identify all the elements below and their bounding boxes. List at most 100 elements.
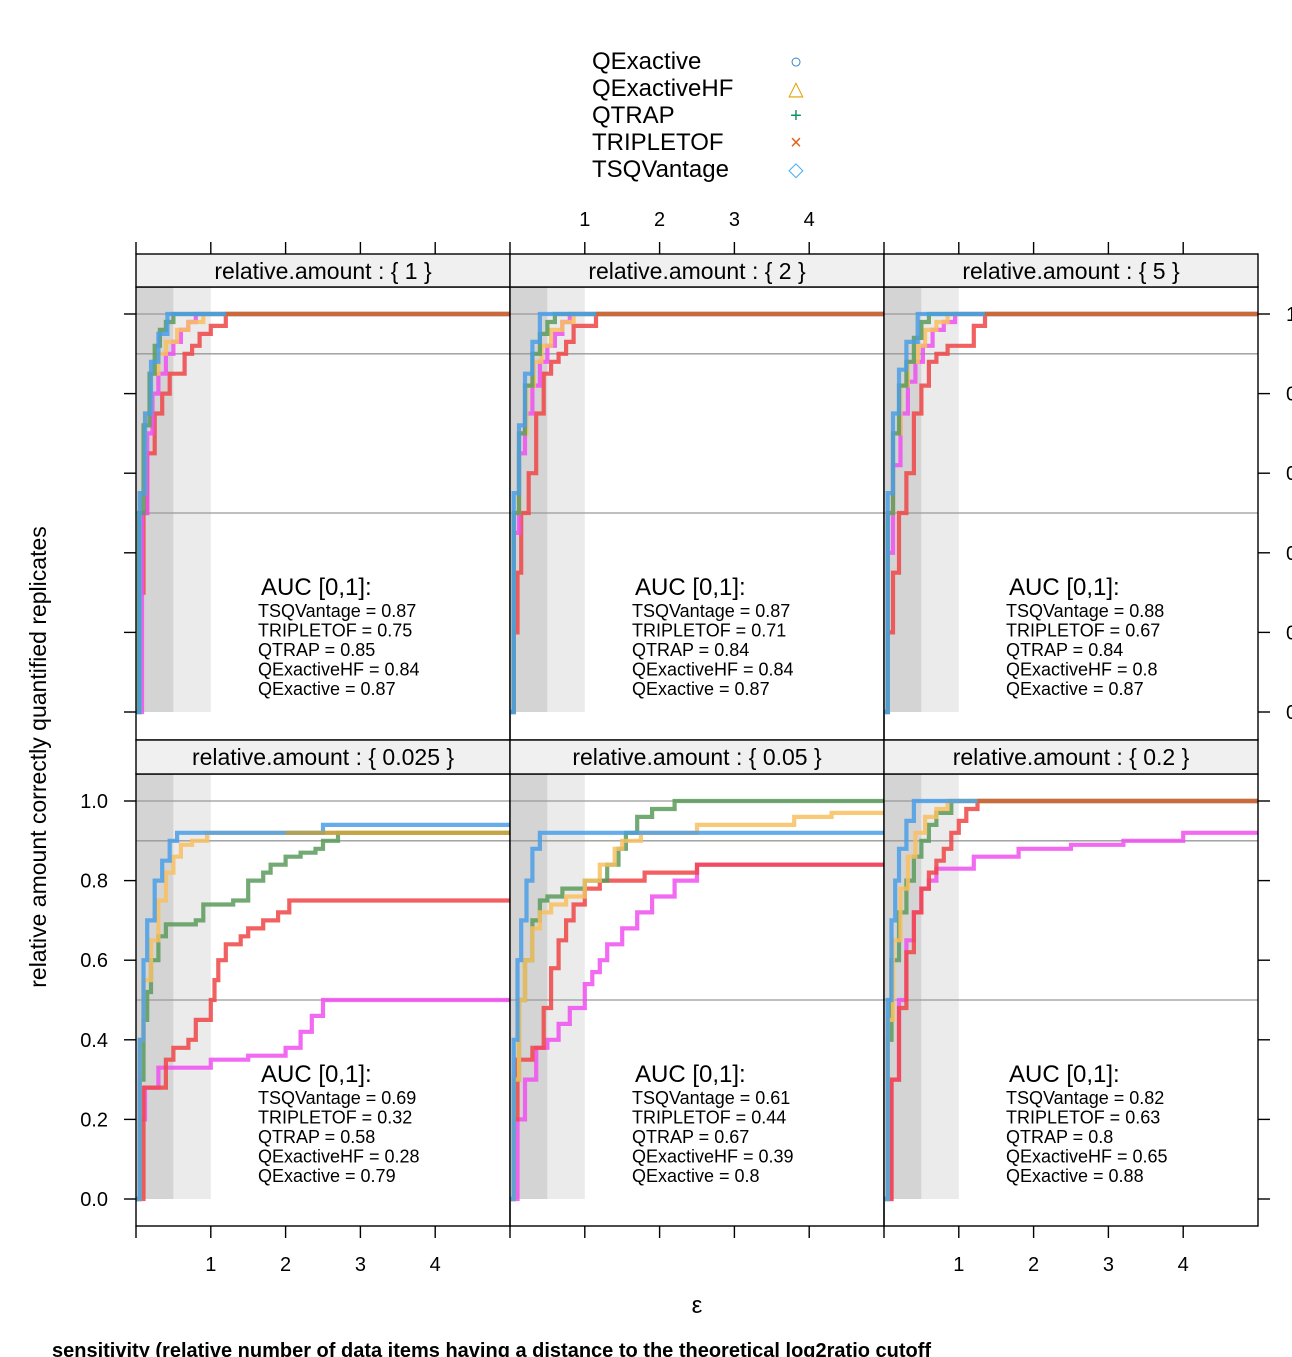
top-x-axis: 1 2 3 4 <box>135 209 1184 254</box>
left-tick-label: 0.8 <box>80 871 108 893</box>
series-group <box>510 311 884 715</box>
legend-label: QExactive <box>592 48 701 75</box>
chart-caption: sensitivity (relative number of data ite… <box>52 1340 931 1357</box>
auc-line: TSQVantage = 0.69 <box>258 1088 416 1108</box>
auc-line: QTRAP = 0.84 <box>1006 640 1123 660</box>
bottom-tick-label: 4 <box>1178 1254 1189 1276</box>
shaded-band-light <box>921 287 959 712</box>
top-tick-label: 2 <box>654 209 665 231</box>
bottom-tick-label: 3 <box>1103 1254 1114 1276</box>
strip-label: relative.amount : { 0.2 } <box>953 744 1190 770</box>
auc-line: TSQVantage = 0.87 <box>632 601 790 621</box>
x-axis-label: ε <box>692 1292 703 1319</box>
series-line <box>884 798 1258 1202</box>
auc-line: TRIPLETOF = 0.75 <box>258 621 412 641</box>
strip-background <box>883 253 1259 288</box>
left-y-axis: 0.0 0.2 0.4 0.6 0.8 1.0 <box>80 313 136 1211</box>
auc-line: QExactive = 0.79 <box>258 1166 396 1186</box>
strip-label: relative.amount : { 2 } <box>588 258 806 284</box>
auc-line: QTRAP = 0.85 <box>258 640 375 660</box>
series-line <box>136 822 510 1202</box>
series-line <box>136 830 510 1202</box>
right-tick-label: 0.8 <box>1286 384 1292 406</box>
top-tick-label: 1 <box>579 209 590 231</box>
strip-label: relative.amount : { 5 } <box>962 258 1180 284</box>
panels: relative.amount : { 1 }AUC [0,1]:TSQVant… <box>135 253 1259 1227</box>
right-tick-label: 0.6 <box>1286 463 1292 485</box>
strip-background <box>883 739 1259 775</box>
series-line <box>884 311 1258 715</box>
auc-line: QExactive = 0.8 <box>632 1166 760 1186</box>
series-line <box>510 862 884 1202</box>
auc-line: QExactiveHF = 0.8 <box>1006 660 1158 680</box>
auc-line: QExactiveHF = 0.65 <box>1006 1147 1168 1167</box>
series-group <box>884 798 1258 1202</box>
auc-line: QExactive = 0.87 <box>632 679 770 699</box>
legend-label: TSQVantage <box>592 156 729 183</box>
panel: relative.amount : { 0.025 } AUC [0,1]:TSQ… <box>135 739 511 1227</box>
auc-line: QExactive = 0.87 <box>1006 679 1144 699</box>
auc-title: AUC [0,1]: <box>1009 1061 1120 1088</box>
shaded-band-light <box>547 287 585 712</box>
auc-line: QTRAP = 0.67 <box>632 1127 749 1147</box>
left-tick-label: 0.0 <box>80 1189 108 1211</box>
legend-symbol: ◇ <box>788 159 804 181</box>
strip-background <box>135 739 511 775</box>
legend-label: QExactiveHF <box>592 75 733 102</box>
strip-label: relative.amount : { 1 } <box>214 258 432 284</box>
auc-line: QExactive = 0.87 <box>258 679 396 699</box>
series-group <box>510 798 884 1202</box>
left-tick-label: 0.2 <box>80 1109 108 1131</box>
series-line <box>510 311 884 715</box>
series-line <box>510 810 884 1202</box>
strip-background <box>135 253 511 288</box>
panel: relative.amount : { 0.05 } AUC [0,1]:TSQV… <box>509 739 885 1227</box>
panel: relative.amount : { 2 } AUC [0,1]:TSQVant… <box>509 253 885 741</box>
auc-line: QExactiveHF = 0.84 <box>632 660 794 680</box>
right-y-axis: 0.0 0.2 0.4 0.6 0.8 1.0 <box>1258 304 1292 1200</box>
auc-line: TSQVantage = 0.61 <box>632 1088 790 1108</box>
auc-title: AUC [0,1]: <box>635 1061 746 1088</box>
bottom-x-axis: 1 2 3 4 1 2 3 4 <box>135 1226 1189 1276</box>
right-tick-label: 0.2 <box>1286 622 1292 644</box>
right-tick-label: 0.4 <box>1286 543 1292 565</box>
strip-background <box>509 253 885 288</box>
bottom-tick-label: 2 <box>1028 1254 1039 1276</box>
auc-line: QExactiveHF = 0.39 <box>632 1147 794 1167</box>
series-line <box>884 798 1258 1202</box>
auc-line: TRIPLETOF = 0.63 <box>1006 1108 1160 1128</box>
auc-line: QTRAP = 0.84 <box>632 640 749 660</box>
auc-line: TSQVantage = 0.82 <box>1006 1088 1164 1108</box>
series-group <box>884 311 1258 715</box>
auc-title: AUC [0,1]: <box>635 574 746 601</box>
auc-line: TRIPLETOF = 0.67 <box>1006 621 1160 641</box>
auc-line: QExactive = 0.88 <box>1006 1166 1144 1186</box>
series-group <box>136 311 510 715</box>
legend-label: QTRAP <box>592 102 675 129</box>
auc-line: TSQVantage = 0.88 <box>1006 601 1164 621</box>
top-tick-label: 4 <box>804 209 815 231</box>
right-tick-label: 0.0 <box>1286 702 1292 724</box>
bottom-tick-label: 4 <box>430 1254 441 1276</box>
left-tick-label: 1.0 <box>80 791 108 813</box>
legend: QExactive ○ QExactiveHF △ QTRAP + TRIPLETOF × TS… <box>592 48 804 183</box>
left-tick-label: 0.6 <box>80 950 108 972</box>
series-line <box>884 798 1258 1202</box>
panel: relative.amount : { 1 } AUC [0,1]:TSQVant… <box>135 253 511 741</box>
strip-label: relative.amount : { 0.025 } <box>192 744 454 770</box>
bottom-tick-label: 3 <box>355 1254 366 1276</box>
legend-label: TRIPLETOF <box>592 129 724 156</box>
auc-line: TRIPLETOF = 0.44 <box>632 1108 786 1128</box>
auc-title: AUC [0,1]: <box>261 1061 372 1088</box>
auc-line: QExactiveHF = 0.28 <box>258 1147 420 1167</box>
auc-line: TRIPLETOF = 0.32 <box>258 1108 412 1128</box>
auc-title: AUC [0,1]: <box>261 574 372 601</box>
series-line <box>136 311 510 715</box>
panel: relative.amount : { 0.2 } AUC [0,1]:TSQVa… <box>883 739 1259 1227</box>
legend-symbol: + <box>790 105 802 127</box>
auc-line: QExactiveHF = 0.84 <box>258 660 420 680</box>
series-line <box>510 830 884 1202</box>
y-axis-label: relative amount correctly quantified rep… <box>25 526 51 988</box>
series-line <box>510 311 884 715</box>
